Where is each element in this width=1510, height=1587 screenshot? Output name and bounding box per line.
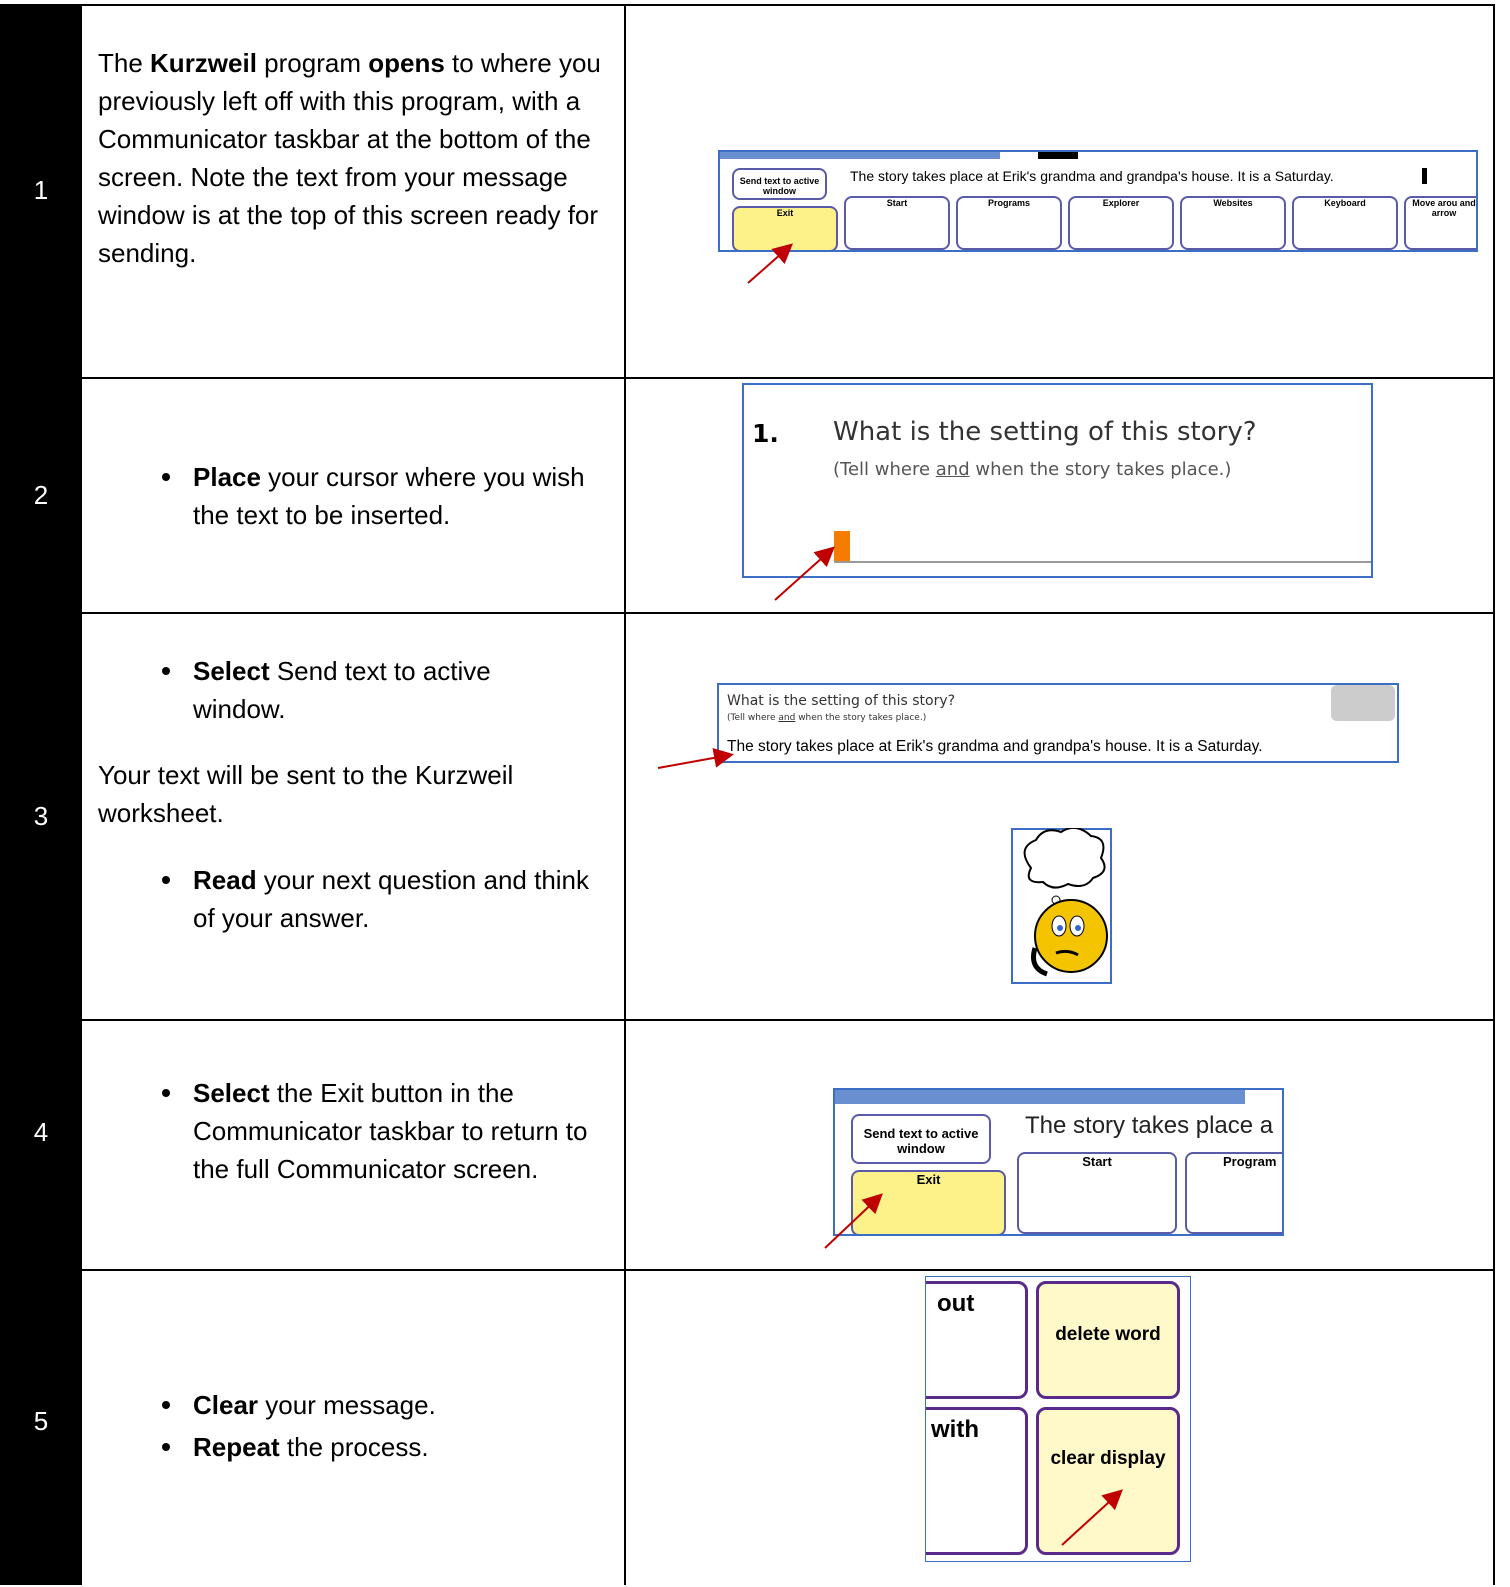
bold-text: Select xyxy=(193,1078,270,1108)
thinking-face-icon xyxy=(1011,828,1112,984)
title-bar xyxy=(720,152,1000,159)
step-number: 3 xyxy=(0,614,82,1019)
bullet-item: Select Send text to active window. xyxy=(162,652,553,728)
title-bar xyxy=(1038,152,1078,159)
bold-text: Select xyxy=(193,656,270,686)
question: What is the setting of this story? xyxy=(833,417,1257,447)
text: program xyxy=(256,48,369,78)
bullet-item: Clear your message. xyxy=(162,1386,593,1424)
button: Send text to active window xyxy=(851,1114,991,1164)
text: (Tell where xyxy=(833,459,936,480)
answer: The story takes place at Erik's grandma … xyxy=(727,738,1263,755)
bold-text: Repeat xyxy=(193,1432,280,1462)
row: 5 xyxy=(0,1271,1495,1587)
bullet-item: Select the Exit button in the Communicat… xyxy=(162,1074,618,1188)
column-divider xyxy=(624,4,626,1585)
worksheet-screenshot: 1. What is the setting of this story? (T… xyxy=(742,383,1373,578)
step-number: 4 xyxy=(0,1021,82,1269)
text: your message. xyxy=(258,1390,436,1420)
question: What is the setting of this story? xyxy=(727,693,956,709)
answer-line xyxy=(834,561,1371,563)
button: Exit xyxy=(851,1170,1006,1234)
cursor xyxy=(1422,168,1427,184)
bold-text: Read xyxy=(193,865,257,895)
taskbar-screenshot: The story takes place at Erik's grandma … xyxy=(718,150,1478,252)
bullet-item: Read your next question and think of you… xyxy=(162,861,593,937)
text: your cursor where you wish the text to b… xyxy=(193,462,585,530)
bold-text: opens xyxy=(368,48,445,78)
button: Start xyxy=(844,196,950,250)
worksheet-screenshot: What is the setting of this story? (Tell… xyxy=(717,683,1399,763)
step-number: 2 xyxy=(0,379,82,612)
cursor xyxy=(834,531,850,561)
button: Start xyxy=(1017,1152,1177,1234)
button: Explorer xyxy=(1068,196,1174,250)
button: Websites xyxy=(1180,196,1286,250)
text: the Exit button in the Communicator task… xyxy=(193,1078,588,1184)
text: the process. xyxy=(279,1432,429,1462)
text: The xyxy=(98,48,151,78)
bold-text: Clear xyxy=(193,1390,259,1420)
table-frame xyxy=(0,4,1495,1585)
text: your next question and think of your ans… xyxy=(193,865,590,933)
message-text: The story takes place a xyxy=(1025,1112,1274,1139)
button: Move arou and arrow xyxy=(1404,196,1476,250)
buttons-screenshot: out delete word with clear display xyxy=(925,1276,1191,1562)
message-text: The story takes place at Erik's grandma … xyxy=(850,168,1334,184)
step-number: 1 xyxy=(0,4,82,377)
button: Keyboard xyxy=(1292,196,1398,250)
button: clear display xyxy=(1036,1407,1180,1555)
button: Exit xyxy=(732,206,838,250)
hint: (Tell where and when the story takes pla… xyxy=(833,459,1231,480)
text: (Tell where xyxy=(727,713,779,723)
bullet-item: Repeat the process. xyxy=(162,1428,593,1466)
taskbar-screenshot: The story takes place a Send text to act… xyxy=(833,1088,1284,1236)
step-text: Your text will be sent to the Kurzweil w… xyxy=(98,760,514,828)
row: 4 xyxy=(0,1021,1495,1271)
bold-text: Place xyxy=(193,462,261,492)
step-number: 5 xyxy=(0,1271,82,1585)
button: Programs xyxy=(956,196,1062,250)
text: when the story takes place.) xyxy=(795,713,927,723)
row: 3 xyxy=(0,614,1495,1021)
underlined-text: and xyxy=(935,459,970,480)
question-number: 1. xyxy=(752,419,779,448)
text: to where you previously left off with th… xyxy=(98,48,601,268)
text: when the story takes place.) xyxy=(969,459,1232,480)
button: Send text to active window xyxy=(732,168,827,200)
button: out xyxy=(926,1281,1028,1399)
graphic xyxy=(1331,685,1395,721)
underlined-text: and xyxy=(778,713,796,723)
button: with xyxy=(926,1407,1028,1555)
bold-text: Kurzweil xyxy=(150,48,257,78)
step-text: The Kurzweil program opens to where you … xyxy=(98,44,618,272)
row: 1 xyxy=(0,4,1495,379)
button: Program xyxy=(1185,1152,1282,1234)
button: delete word xyxy=(1036,1281,1180,1399)
bullet-item: Place your cursor where you wish the tex… xyxy=(162,458,613,534)
row: 2 xyxy=(0,379,1495,614)
text: Send text to active window. xyxy=(193,656,491,724)
title-bar xyxy=(835,1090,1245,1104)
hint: (Tell where and when the story takes pla… xyxy=(727,713,926,723)
